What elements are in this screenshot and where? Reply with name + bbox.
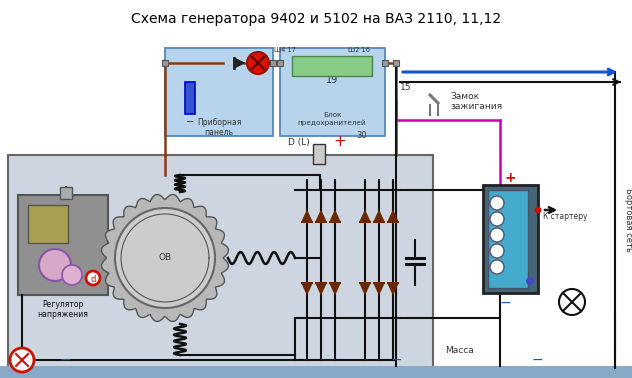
Text: Ш4 17: Ш4 17: [274, 47, 296, 53]
Text: Регулятор
напряжения: Регулятор напряжения: [37, 300, 88, 319]
Bar: [393, 60, 399, 66]
Text: +: +: [504, 171, 516, 185]
Circle shape: [247, 52, 269, 74]
Circle shape: [535, 206, 542, 214]
Bar: [162, 60, 168, 66]
Polygon shape: [360, 211, 370, 222]
Circle shape: [115, 208, 215, 308]
Polygon shape: [360, 283, 370, 294]
Text: Блок
предохранителей: Блок предохранителей: [298, 112, 367, 125]
Polygon shape: [330, 211, 340, 222]
Polygon shape: [388, 283, 398, 294]
Bar: [277, 60, 283, 66]
Text: Ш2 16: Ш2 16: [348, 47, 370, 53]
Text: D (L): D (L): [288, 138, 310, 147]
Bar: [488, 190, 528, 288]
Bar: [313, 144, 325, 164]
Text: −: −: [186, 117, 194, 127]
Bar: [60, 187, 72, 199]
Bar: [165, 48, 273, 136]
Circle shape: [10, 348, 34, 372]
Text: Бортовая сеть: Бортовая сеть: [624, 188, 632, 252]
Bar: [382, 60, 388, 66]
Text: Приборная
панель: Приборная панель: [197, 118, 241, 137]
Circle shape: [86, 271, 100, 285]
Bar: [28, 205, 68, 243]
Bar: [18, 195, 108, 295]
Text: −: −: [390, 353, 402, 367]
Circle shape: [490, 260, 504, 274]
Polygon shape: [330, 283, 340, 294]
Text: 19: 19: [326, 75, 338, 85]
Bar: [185, 82, 195, 114]
Circle shape: [490, 244, 504, 258]
Circle shape: [526, 277, 534, 285]
Text: d: d: [90, 274, 95, 284]
Polygon shape: [316, 283, 326, 294]
Circle shape: [39, 249, 71, 281]
Circle shape: [62, 265, 82, 285]
Text: ОВ: ОВ: [159, 254, 171, 262]
Polygon shape: [374, 283, 384, 294]
Text: +: +: [334, 135, 346, 150]
Text: 30: 30: [356, 132, 367, 141]
Text: −: −: [531, 353, 543, 367]
Bar: [483, 185, 538, 293]
Polygon shape: [316, 211, 326, 222]
Circle shape: [490, 212, 504, 226]
Text: −: −: [59, 353, 71, 367]
Circle shape: [490, 228, 504, 242]
Bar: [270, 60, 276, 66]
Polygon shape: [302, 283, 312, 294]
Polygon shape: [374, 211, 384, 222]
Bar: [8, 155, 433, 368]
Text: −: −: [499, 296, 511, 310]
Text: К стартеру: К стартеру: [543, 212, 588, 221]
Polygon shape: [234, 58, 244, 68]
Polygon shape: [302, 211, 312, 222]
Bar: [292, 56, 372, 76]
Bar: [280, 48, 385, 136]
Text: 15: 15: [400, 83, 411, 92]
Polygon shape: [388, 211, 398, 222]
Polygon shape: [102, 195, 229, 322]
Bar: [0, 366, 632, 378]
Text: Схема генератора 9402 и 5102 на ВАЗ 2110, 11,12: Схема генератора 9402 и 5102 на ВАЗ 2110…: [131, 12, 501, 26]
Circle shape: [490, 196, 504, 210]
Text: Масса: Масса: [446, 346, 475, 355]
Text: Замок
зажигания: Замок зажигания: [450, 92, 502, 112]
Circle shape: [559, 289, 585, 315]
